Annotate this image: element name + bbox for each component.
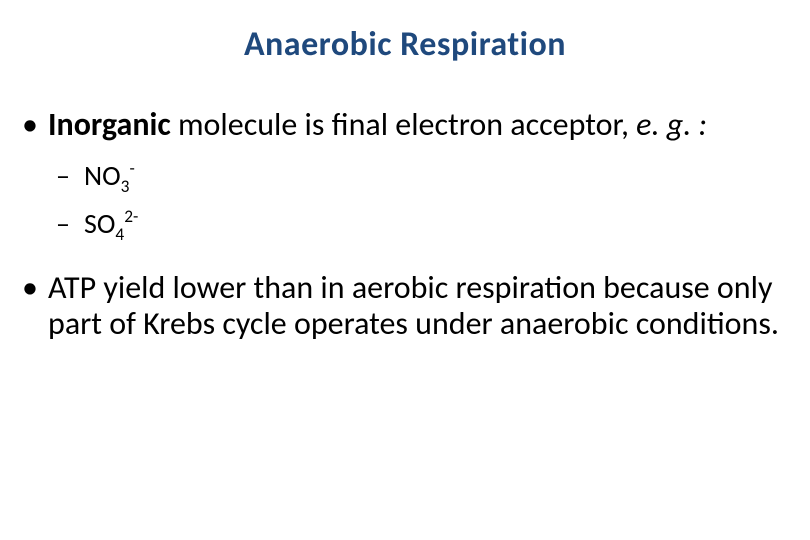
- sub-item-sulfate: SO42-: [84, 204, 790, 246]
- sub-item-nitrate: NO3-: [84, 156, 790, 198]
- bullet-item-2: ATP yield lower than in aerobic respirat…: [48, 270, 790, 344]
- formula-prefix-1: NO: [84, 158, 121, 193]
- main-bullet-list: Inorganic molecule is final electron acc…: [20, 107, 790, 343]
- bullet1-example-abbrev: e. g. :: [636, 105, 707, 144]
- bullet1-rest: molecule is final electron acceptor,: [171, 105, 636, 144]
- formula-subscript-2: 4: [115, 223, 124, 245]
- bullet-item-1: Inorganic molecule is final electron acc…: [48, 107, 790, 246]
- formula-prefix-2: SO: [84, 206, 115, 241]
- sub-bullet-list: NO3- SO42-: [48, 156, 790, 246]
- formula-superscript-1: -: [129, 157, 134, 179]
- slide-title: Anaerobic Respiration: [20, 24, 790, 65]
- formula-superscript-2: 2-: [124, 205, 138, 227]
- bold-term: Inorganic: [48, 105, 171, 144]
